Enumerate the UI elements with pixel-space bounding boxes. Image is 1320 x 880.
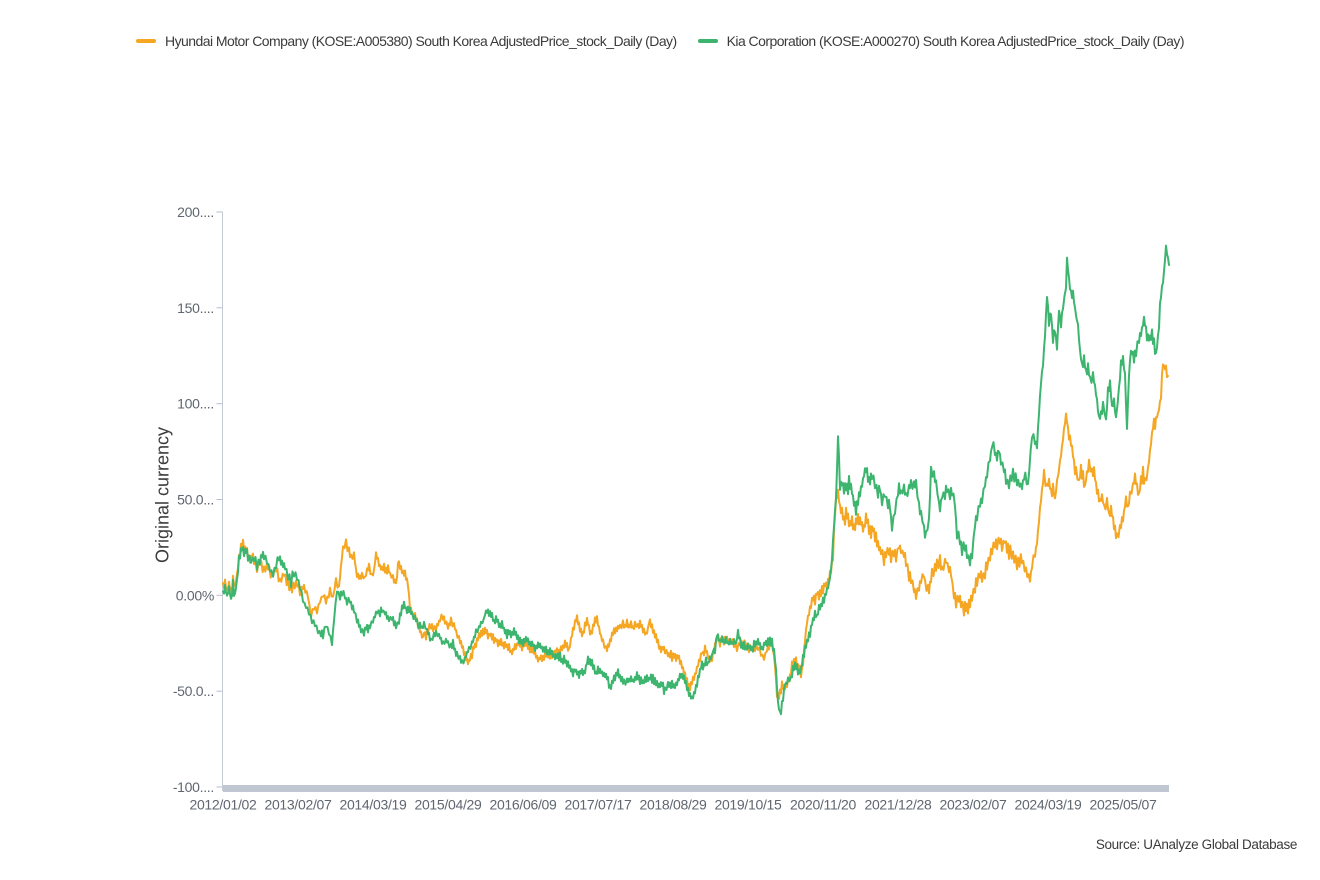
svg-text:2019/10/15: 2019/10/15 [714, 797, 782, 813]
svg-text:50.0...: 50.0... [177, 492, 214, 508]
svg-text:2024/03/19: 2024/03/19 [1014, 797, 1082, 813]
svg-text:2017/07/17: 2017/07/17 [564, 797, 632, 813]
svg-text:2018/08/29: 2018/08/29 [639, 797, 707, 813]
svg-text:2013/02/07: 2013/02/07 [264, 797, 332, 813]
svg-text:2021/12/28: 2021/12/28 [864, 797, 932, 813]
svg-text:2014/03/19: 2014/03/19 [339, 797, 407, 813]
svg-text:-100....: -100.... [173, 779, 214, 795]
svg-text:200....: 200.... [177, 204, 214, 220]
svg-text:2015/04/29: 2015/04/29 [414, 797, 482, 813]
svg-text:150....: 150.... [177, 300, 214, 316]
svg-text:2023/02/07: 2023/02/07 [939, 797, 1007, 813]
svg-text:2020/11/20: 2020/11/20 [790, 797, 857, 813]
svg-text:100....: 100.... [177, 396, 214, 412]
svg-text:0.00%: 0.00% [176, 587, 214, 603]
svg-text:2016/06/09: 2016/06/09 [489, 797, 557, 813]
svg-text:-50.0...: -50.0... [173, 683, 214, 699]
svg-text:2012/01/02: 2012/01/02 [189, 797, 257, 813]
svg-text:2025/05/07: 2025/05/07 [1089, 797, 1157, 813]
